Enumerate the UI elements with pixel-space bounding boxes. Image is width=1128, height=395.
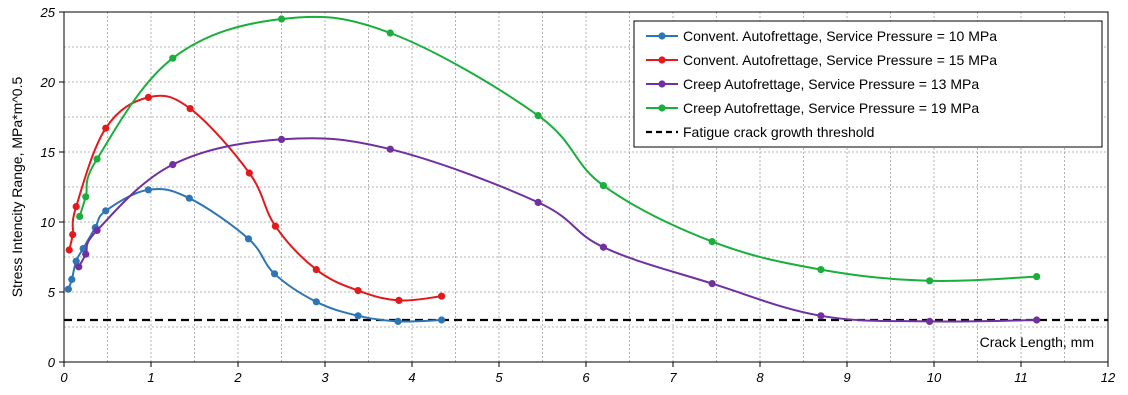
data-point (394, 317, 402, 325)
data-point (82, 193, 90, 201)
x-tick-label: 6 (582, 370, 590, 385)
data-point (79, 245, 87, 253)
data-point (68, 275, 76, 283)
x-tick-label: 9 (843, 370, 850, 385)
y-tick-label: 25 (40, 5, 56, 20)
data-point (65, 246, 73, 254)
x-tick-label: 2 (233, 370, 242, 385)
data-point (386, 29, 394, 37)
data-point (186, 105, 194, 113)
data-point (817, 266, 825, 274)
data-point (354, 287, 362, 295)
series-line (77, 137, 1037, 323)
series-line (67, 187, 442, 323)
legend: Convent. Autofrettage, Service Pressure … (633, 20, 1103, 148)
data-point (144, 93, 152, 101)
data-point (708, 238, 716, 246)
data-point (312, 266, 320, 274)
series-3 (75, 135, 1041, 325)
legend-entry: Creep Autofrettage, Service Pressure = 1… (683, 100, 979, 116)
data-point (708, 280, 716, 288)
data-point (599, 243, 608, 251)
data-point (1033, 316, 1041, 324)
data-point (185, 194, 193, 202)
data-point (102, 207, 110, 215)
data-point (599, 182, 608, 190)
series-2 (65, 93, 446, 304)
data-point (69, 231, 77, 239)
data-point (72, 203, 80, 211)
data-point (75, 263, 83, 271)
x-tick-label: 11 (1014, 370, 1028, 385)
data-point (534, 112, 542, 120)
data-point (270, 270, 279, 278)
data-point (437, 316, 446, 324)
y-tick-label: 15 (41, 145, 56, 160)
data-point (76, 212, 84, 220)
y-tick-label: 0 (48, 355, 56, 370)
data-point (64, 285, 72, 293)
legend-marker (658, 80, 666, 88)
legend-marker (658, 104, 666, 112)
data-point (93, 155, 101, 163)
data-point (169, 161, 177, 169)
data-point (82, 250, 90, 258)
x-tick-label: 7 (669, 370, 677, 385)
y-tick-label: 20 (40, 75, 56, 90)
data-point (102, 124, 110, 132)
y-tick-label: 5 (48, 285, 56, 300)
x-tick-label: 3 (321, 370, 329, 385)
data-point (395, 296, 403, 304)
data-point (386, 145, 394, 153)
x-tick-label: 4 (408, 370, 415, 385)
data-point (271, 222, 280, 230)
data-point (926, 277, 934, 285)
y-tick-label: 10 (41, 215, 56, 230)
x-tick-label: 1 (147, 370, 154, 385)
x-tick-label: 12 (1101, 370, 1116, 385)
legend-entry-threshold: Fatigue crack growth threshold (683, 124, 874, 140)
x-tick-label: 10 (927, 370, 942, 385)
data-point (817, 312, 825, 320)
data-point (534, 198, 542, 206)
legend-entry: Creep Autofrettage, Service Pressure = 1… (683, 76, 979, 92)
legend-marker (658, 32, 666, 40)
legend-entry: Convent. Autofrettage, Service Pressure … (683, 52, 997, 68)
series-layer (64, 15, 1041, 325)
series-1 (64, 186, 446, 325)
legend-entry: Convent. Autofrettage, Service Pressure … (683, 28, 997, 44)
data-point (312, 298, 320, 306)
data-point (144, 186, 152, 194)
data-point (437, 292, 446, 300)
data-point (93, 226, 101, 234)
legend-marker (658, 56, 666, 64)
x-tick-label: 8 (756, 370, 764, 385)
series-4 (76, 15, 1041, 285)
data-point (354, 312, 362, 320)
data-point (277, 15, 286, 23)
data-point (72, 257, 80, 265)
data-point (926, 317, 934, 325)
data-point (169, 54, 177, 62)
legend-box (633, 20, 1103, 148)
data-point (244, 235, 253, 243)
series-line (78, 15, 1037, 283)
x-tick-label: 0 (60, 370, 68, 385)
data-point (245, 169, 253, 177)
y-axis-label: Stress Intencity Range, MPa*m^0.5 (9, 77, 25, 298)
x-tick-label: 5 (495, 370, 503, 385)
data-point (277, 135, 286, 143)
data-point (1033, 273, 1041, 281)
x-axis-label: Crack Length, mm (980, 334, 1094, 350)
